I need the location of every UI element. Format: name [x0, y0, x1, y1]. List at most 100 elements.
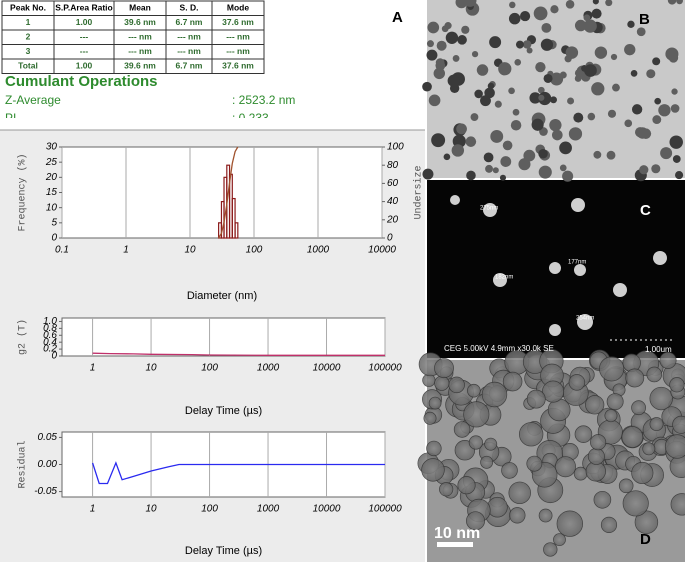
particle: [501, 462, 518, 479]
particle: [466, 511, 485, 531]
table-frame: [1, 0, 265, 74]
particle: [543, 73, 553, 83]
cumulant: Cumulant Operations Z-Average : 2523.2 n…: [5, 73, 295, 125]
y-tick-label: 5: [51, 217, 57, 228]
particle: [621, 426, 644, 448]
table-cell: 39.6 nm: [124, 61, 156, 71]
cumulant-title: Cumulant Operations: [5, 73, 158, 90]
particle: [500, 156, 512, 167]
particle: [604, 409, 618, 423]
table-cell: 1.00: [76, 61, 93, 71]
particle: [509, 507, 526, 524]
panel-label: D: [640, 531, 651, 548]
particle: [508, 481, 531, 505]
table-cell: ---: [80, 46, 89, 56]
particle: [553, 533, 566, 547]
particle: [441, 25, 449, 33]
particle: [447, 74, 460, 87]
y-tick-label: 30: [46, 142, 58, 153]
pi-label: PI: [5, 111, 16, 125]
x-tick-label: 10: [184, 245, 196, 256]
table-header: Mode: [227, 3, 249, 13]
table-cell: --- nm: [177, 32, 201, 42]
particle: [612, 83, 620, 92]
particle: [625, 368, 645, 388]
panel-label: A: [392, 9, 403, 26]
particle: [591, 82, 605, 96]
particle: [675, 171, 684, 180]
y-tick-label: 0.2: [43, 344, 57, 355]
table-cell: 6.7 nm: [176, 17, 203, 27]
x-tick-label: 1: [90, 504, 96, 515]
panel-label: C: [640, 202, 651, 219]
particle: [520, 11, 531, 22]
particle: [535, 61, 546, 73]
y-tick-label: 0: [51, 351, 57, 362]
particle: [636, 27, 646, 37]
data-line: [92, 352, 385, 356]
particle: [622, 353, 641, 373]
table-header: Mean: [129, 3, 151, 13]
particle: [463, 401, 490, 428]
bar: [234, 222, 239, 239]
particle: [422, 168, 434, 180]
sem-scale: 1.00um: [645, 345, 672, 354]
table-header: Peak No.: [10, 3, 46, 13]
table-cell: --- nm: [128, 46, 152, 56]
particle: [455, 0, 468, 9]
particle: [461, 25, 470, 34]
x-tick-label: 10000: [368, 245, 396, 256]
particle: [660, 147, 673, 160]
y-axis-label: Residual: [17, 440, 29, 488]
particle: [483, 152, 494, 163]
particle: [550, 5, 559, 14]
particle: [573, 112, 584, 123]
table-cell: ---: [80, 32, 89, 42]
particle: [600, 516, 618, 533]
particle: [471, 51, 479, 58]
particle: [453, 421, 471, 438]
particle: [487, 82, 495, 90]
scale-bar: [437, 542, 473, 547]
particle: [646, 69, 656, 79]
y-tick-label: 25: [45, 157, 58, 168]
particle: [613, 283, 627, 297]
panel-label: B: [639, 11, 650, 28]
particle: [456, 123, 467, 135]
y-tick-label: 0.05: [38, 432, 58, 443]
particle: [593, 490, 612, 509]
x-tick-label: 1: [123, 245, 129, 256]
table-header: S. D.: [180, 3, 199, 13]
particle: [519, 422, 544, 447]
particle: [593, 150, 602, 159]
table-cell: --- nm: [128, 32, 152, 42]
y-tick-label: 0.00: [38, 459, 58, 470]
particle: [550, 72, 564, 86]
particle: [468, 435, 484, 450]
particle: [551, 129, 563, 141]
size-label: 275nm: [480, 206, 498, 212]
table-cell: 1.00: [76, 17, 93, 27]
size-label: 182nm: [495, 275, 513, 281]
particle: [665, 47, 679, 61]
particle: [445, 31, 459, 44]
particle: [540, 38, 554, 51]
particle: [672, 415, 685, 434]
particle: [549, 262, 561, 274]
particle: [574, 75, 582, 82]
particle: [549, 118, 562, 132]
particle: [587, 447, 605, 465]
y2-tick-label: 100: [387, 142, 404, 153]
y-tick-label: 20: [45, 172, 58, 183]
y2-tick-label: 40: [387, 196, 399, 207]
particle: [498, 62, 512, 76]
particle: [538, 508, 553, 523]
particle: [559, 141, 572, 155]
particle: [624, 44, 636, 56]
particle: [538, 94, 545, 101]
particle: [476, 64, 489, 76]
particle: [422, 81, 432, 92]
particle: [470, 113, 479, 121]
particle: [492, 167, 499, 174]
